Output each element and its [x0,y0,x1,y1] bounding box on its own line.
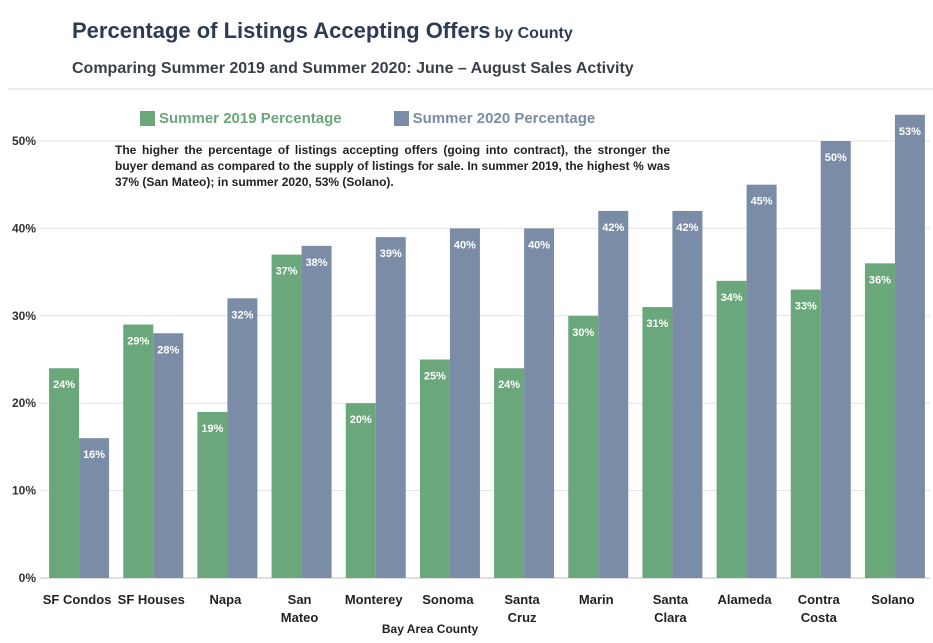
bar [449,228,480,578]
data-label: 42% [676,222,698,234]
bar [227,298,258,578]
data-label: 53% [899,126,921,138]
x-tick-label: Sonoma [422,592,474,607]
bar [716,280,747,578]
y-tick-label: 50% [12,134,36,148]
x-tick-label: Costa [801,610,838,625]
data-label: 42% [602,222,624,234]
bar [746,184,777,578]
data-label: 39% [380,248,402,260]
x-tick-label: Mateo [281,610,319,625]
bar [672,210,703,579]
bar [271,254,302,578]
x-tick-label: Cruz [508,610,537,625]
data-label: 28% [157,344,179,356]
bar [375,237,406,578]
x-tick-label: Santa [504,592,540,607]
data-label: 34% [721,292,743,304]
bar [123,324,154,578]
bar [598,210,629,579]
bar [524,228,555,578]
chart-title-suffix: by County [494,25,573,42]
data-label: 29% [127,336,149,348]
bar [864,263,895,578]
legend-item-2019: Summer 2019 Percentage [140,110,342,127]
data-label: 36% [869,274,891,286]
x-tick-label: Clara [654,610,687,625]
legend-label-2020: Summer 2020 Percentage [412,110,596,127]
data-label: 30% [572,327,594,339]
data-label: 37% [276,266,298,278]
data-label: 16% [83,449,105,461]
bar [494,368,525,578]
y-tick-label: 20% [12,396,36,410]
legend-swatch-2020 [393,111,409,126]
legend-swatch-2019 [140,111,155,126]
bar [79,438,110,578]
data-label: 25% [424,371,446,383]
data-label: 24% [53,379,75,391]
legend: Summer 2019 Percentage Summer 2020 Perce… [140,110,595,127]
chart-title-main: Percentage of Listings Accepting Offers [72,18,491,43]
x-tick-label: San [288,592,312,607]
x-axis-title: Bay Area County [381,622,479,636]
x-tick-label: Marin [579,592,614,607]
data-label: 24% [498,379,520,391]
x-tick-label: Santa [653,592,689,607]
bar [568,315,599,578]
bar [894,114,925,578]
y-tick-label: 0% [19,571,37,585]
y-tick-label: 40% [12,221,36,235]
data-label: 50% [825,152,847,164]
data-label: 45% [751,196,773,208]
x-tick-label: Solano [871,592,914,607]
legend-label-2019: Summer 2019 Percentage [159,110,342,127]
data-label: 31% [646,318,668,330]
legend-item-2020: Summer 2020 Percentage [393,110,596,127]
data-label: 20% [350,414,372,426]
bar [642,307,673,578]
y-tick-label: 30% [12,309,36,323]
bar [345,403,376,578]
x-tick-label: Contra [798,592,841,607]
data-label: 32% [231,309,253,321]
data-label: 40% [454,239,476,251]
bar [197,411,228,578]
data-label: 33% [795,301,817,313]
chart-subtitle: Comparing Summer 2019 and Summer 2020: J… [72,60,634,77]
chart-title: Percentage of Listings Accepting Offers b… [72,18,573,44]
bar [153,333,184,578]
data-label: 40% [528,239,550,251]
data-label: 19% [201,423,223,435]
x-tick-label: Alameda [717,592,772,607]
bar [790,289,821,578]
chart-annotation: The higher the percentage of listings ac… [115,143,670,189]
bar [301,245,332,578]
bar [820,141,851,578]
bar [49,368,80,578]
data-label: 38% [306,257,328,269]
bar [419,359,450,578]
x-tick-label: Monterey [345,592,404,607]
y-tick-label: 10% [12,484,36,498]
x-tick-label: SF Condos [43,592,112,607]
x-tick-label: SF Houses [118,592,185,607]
x-tick-label: Napa [210,592,243,607]
